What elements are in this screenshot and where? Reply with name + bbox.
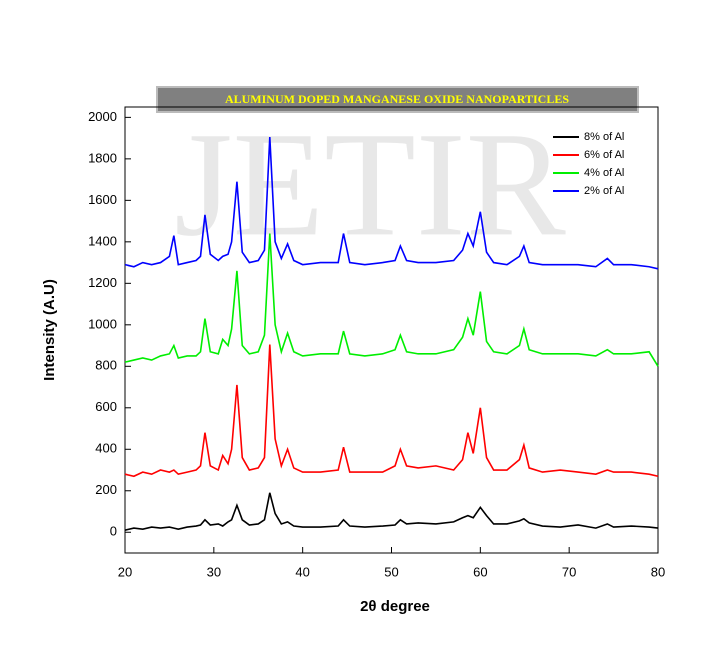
watermark: JETIR [174,101,566,267]
y-tick-label: 1200 [88,275,117,290]
legend-label: 8% of Al [584,131,624,143]
chart-title: ALUMINUM DOPED MANGANESE OXIDE NANOPARTI… [225,92,569,106]
y-tick-label: 400 [95,441,117,456]
legend-label: 2% of Al [584,185,624,197]
x-tick-label: 80 [651,564,665,579]
x-tick-label: 40 [295,564,309,579]
legend-label: 4% of Al [584,167,624,179]
x-tick-label: 60 [473,564,487,579]
x-tick-label: 30 [207,564,221,579]
page: JETIR ALUMINUM DOPED MANGANESE OXIDE NAN… [0,0,714,648]
y-tick-label: 1600 [88,192,117,207]
y-tick-label: 2000 [88,109,117,124]
chart: JETIR ALUMINUM DOPED MANGANESE OXIDE NAN… [0,0,714,648]
x-tick-label: 20 [118,564,132,579]
y-axis-label: Intensity (A.U) [41,279,58,381]
y-tick-label: 800 [95,358,117,373]
x-axis-label: 2θ degree [360,598,430,615]
y-tick-label: 1800 [88,150,117,165]
x-tick-label: 50 [384,564,398,579]
x-tick-label: 70 [562,564,576,579]
series-line [125,345,658,477]
y-tick-label: 200 [95,482,117,497]
y-tick-label: 0 [110,524,117,539]
series-line [125,493,658,530]
y-tick-label: 600 [95,399,117,414]
y-tick-label: 1000 [88,316,117,331]
legend-label: 6% of Al [584,149,624,161]
y-tick-label: 1400 [88,233,117,248]
